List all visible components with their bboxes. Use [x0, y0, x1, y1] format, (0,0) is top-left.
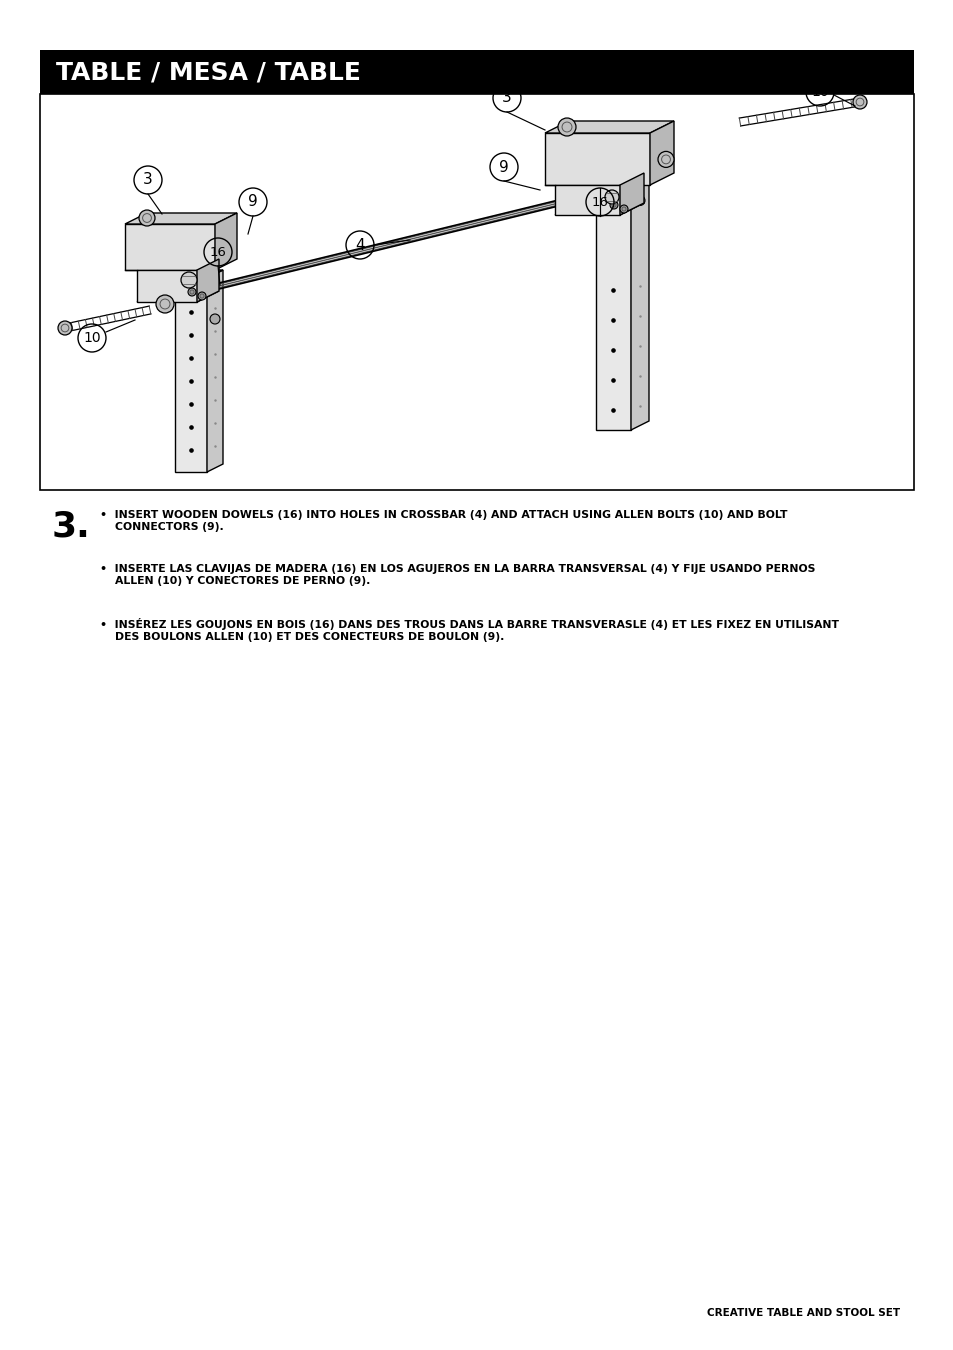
Polygon shape — [125, 224, 214, 270]
Polygon shape — [174, 270, 223, 278]
Polygon shape — [125, 213, 236, 224]
Circle shape — [604, 190, 618, 204]
Text: •  INSERTE LAS CLAVIJAS DE MADERA (16) EN LOS AGUJEROS EN LA BARRA TRANSVERSAL (: • INSERTE LAS CLAVIJAS DE MADERA (16) EN… — [100, 564, 815, 586]
Circle shape — [609, 201, 618, 209]
Circle shape — [188, 288, 195, 296]
Text: 3: 3 — [143, 173, 152, 188]
Bar — [40, 95, 913, 490]
Circle shape — [156, 296, 173, 313]
Polygon shape — [196, 259, 219, 302]
Polygon shape — [174, 278, 207, 472]
Polygon shape — [649, 122, 673, 185]
Text: TABLE / MESA / TABLE: TABLE / MESA / TABLE — [56, 59, 360, 84]
Circle shape — [635, 196, 644, 205]
Circle shape — [181, 271, 196, 288]
Text: 16: 16 — [210, 246, 226, 258]
Circle shape — [558, 117, 576, 136]
Polygon shape — [630, 146, 648, 431]
Circle shape — [139, 211, 154, 225]
Text: 16: 16 — [591, 196, 608, 208]
Polygon shape — [544, 122, 673, 134]
Text: 4: 4 — [355, 238, 364, 252]
Circle shape — [619, 205, 627, 213]
Polygon shape — [596, 155, 630, 431]
Polygon shape — [40, 50, 913, 94]
Polygon shape — [214, 213, 236, 270]
Text: 10: 10 — [810, 85, 828, 99]
Text: CREATIVE TABLE AND STOOL SET: CREATIVE TABLE AND STOOL SET — [706, 1308, 899, 1318]
Polygon shape — [596, 146, 648, 155]
Polygon shape — [137, 292, 219, 302]
Polygon shape — [555, 185, 619, 215]
Polygon shape — [544, 134, 649, 185]
Text: •  INSERT WOODEN DOWELS (16) INTO HOLES IN CROSSBAR (4) AND ATTACH USING ALLEN B: • INSERT WOODEN DOWELS (16) INTO HOLES I… — [100, 510, 786, 532]
Text: 3.: 3. — [52, 510, 91, 544]
Text: 9: 9 — [498, 159, 508, 174]
Circle shape — [58, 321, 71, 335]
Circle shape — [198, 292, 206, 300]
Text: 3: 3 — [501, 90, 512, 105]
Text: 10: 10 — [83, 331, 101, 346]
Text: 9: 9 — [248, 194, 257, 209]
Polygon shape — [555, 202, 643, 215]
Polygon shape — [207, 270, 223, 472]
Polygon shape — [619, 173, 643, 215]
Circle shape — [210, 315, 220, 324]
Text: •  INSÉREZ LES GOUJONS EN BOIS (16) DANS DES TROUS DANS LA BARRE TRANSVERASLE (4: • INSÉREZ LES GOUJONS EN BOIS (16) DANS … — [100, 618, 838, 641]
Circle shape — [658, 151, 673, 167]
Circle shape — [852, 95, 866, 109]
Polygon shape — [137, 270, 196, 302]
